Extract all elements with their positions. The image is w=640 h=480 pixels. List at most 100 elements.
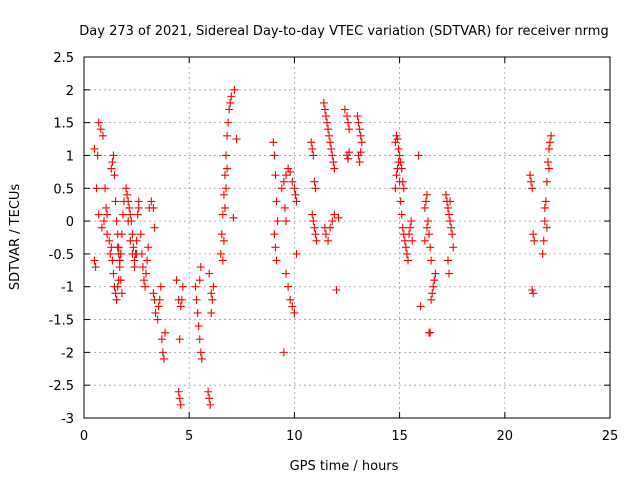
data-point (226, 98, 235, 107)
data-point (424, 217, 433, 226)
data-point (217, 230, 226, 239)
x-axis-label: GPS time / hours (290, 459, 399, 474)
data-point (355, 125, 364, 134)
data-point (230, 85, 239, 94)
data-point (284, 164, 293, 173)
data-point (116, 276, 125, 285)
data-point (193, 308, 202, 317)
data-point (399, 184, 408, 193)
data-point (281, 269, 290, 278)
data-point (447, 223, 456, 232)
data-point (290, 308, 299, 317)
data-point (443, 256, 452, 265)
data-point (538, 249, 547, 258)
data-point (422, 223, 431, 232)
data-point (151, 308, 160, 317)
data-point (319, 98, 328, 107)
data-point (310, 177, 319, 186)
data-point (219, 236, 228, 245)
data-point (396, 197, 405, 206)
data-point (129, 243, 138, 252)
data-point (425, 230, 434, 239)
data-point (345, 148, 354, 157)
data-point (99, 217, 108, 226)
data-point (128, 230, 137, 239)
data-point (354, 151, 363, 160)
data-point (93, 151, 102, 160)
data-point (332, 286, 341, 295)
data-point (155, 295, 164, 304)
data-point (197, 354, 206, 363)
data-point (113, 282, 122, 291)
data-point (330, 164, 339, 173)
data-point (219, 190, 228, 199)
x-tick-label: 5 (185, 429, 193, 444)
y-tick-label: -2.5 (49, 379, 74, 394)
data-point (270, 230, 279, 239)
data-point (149, 289, 158, 298)
data-point (178, 282, 187, 291)
data-point (540, 217, 549, 226)
data-point (542, 177, 551, 186)
data-point (227, 92, 236, 101)
data-point (292, 197, 301, 206)
data-point (206, 400, 215, 409)
data-point (133, 210, 142, 219)
data-point (445, 210, 454, 219)
data-point (343, 112, 351, 121)
data-point (110, 171, 119, 180)
data-point (334, 213, 343, 222)
data-point (540, 203, 549, 212)
data-point (90, 144, 99, 153)
data-point (96, 125, 105, 134)
data-point (281, 171, 290, 180)
data-point (395, 177, 404, 186)
data-point (328, 151, 337, 160)
data-point (448, 230, 457, 239)
data-point (118, 210, 127, 219)
data-point (279, 177, 288, 186)
data-point (427, 256, 436, 265)
data-point (177, 295, 186, 304)
data-point (98, 131, 107, 140)
y-tick-label: 1.5 (53, 117, 74, 132)
data-point (422, 190, 431, 199)
data-point (400, 236, 409, 245)
data-point (284, 282, 293, 291)
x-tick-label: 20 (497, 429, 514, 444)
data-point (546, 138, 555, 147)
data-point (312, 236, 321, 245)
data-point (161, 328, 170, 337)
data-point (123, 190, 132, 199)
data-point (97, 223, 106, 232)
data-point (394, 144, 403, 153)
data-point (271, 243, 280, 252)
data-point (286, 295, 295, 304)
data-point (357, 138, 366, 147)
data-point (117, 289, 126, 298)
data-point (547, 131, 556, 140)
data-point (321, 230, 330, 239)
data-point (420, 203, 429, 212)
data-point (222, 184, 231, 193)
data-point (195, 335, 204, 344)
data-point (528, 286, 537, 295)
data-point (271, 171, 280, 180)
data-point (543, 158, 552, 167)
data-point (542, 223, 551, 232)
data-point (292, 249, 301, 258)
data-point (445, 269, 454, 278)
data-point (111, 197, 120, 206)
data-point (175, 335, 184, 344)
data-point (218, 256, 227, 265)
data-point (427, 295, 436, 304)
data-point (428, 289, 437, 298)
data-point (392, 131, 401, 140)
data-point (142, 269, 151, 278)
data-point (441, 190, 450, 199)
data-point (130, 263, 139, 272)
data-point (310, 223, 319, 232)
axis-ticks (83, 56, 611, 419)
data-point (196, 348, 205, 357)
